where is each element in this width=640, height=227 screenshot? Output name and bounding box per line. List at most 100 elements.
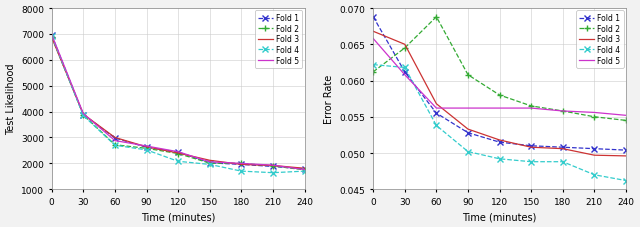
Fold 1 <box>174 151 182 154</box>
Fold 1 <box>369 16 377 19</box>
Fold 1 <box>464 132 472 134</box>
Line: Fold 4: Fold 4 <box>371 62 628 183</box>
Line: Fold 1: Fold 1 <box>49 33 307 172</box>
Fold 5 <box>591 111 598 114</box>
Fold 3 <box>527 146 535 149</box>
Fold 3 <box>237 163 245 166</box>
Fold 2 <box>269 165 276 168</box>
Fold 5 <box>433 107 440 110</box>
Fold 4 <box>269 172 276 174</box>
Fold 5 <box>111 140 119 142</box>
Fold 4 <box>111 144 119 147</box>
Fold 5 <box>401 74 408 77</box>
Fold 2 <box>369 71 377 74</box>
Fold 3 <box>496 139 504 142</box>
Line: Fold 5: Fold 5 <box>52 36 305 170</box>
Fold 2 <box>559 110 566 113</box>
Fold 1 <box>301 168 308 170</box>
Fold 2 <box>622 119 630 122</box>
X-axis label: Time (minutes): Time (minutes) <box>141 212 215 222</box>
Fold 4 <box>79 115 87 117</box>
Fold 1 <box>79 114 87 116</box>
Fold 1 <box>433 112 440 115</box>
Fold 1 <box>591 148 598 150</box>
Line: Fold 1: Fold 1 <box>371 15 628 153</box>
Line: Fold 5: Fold 5 <box>373 39 626 116</box>
Fold 4 <box>464 151 472 153</box>
Fold 3 <box>174 152 182 155</box>
Legend: Fold 1, Fold 2, Fold 3, Fold 4, Fold 5: Fold 1, Fold 2, Fold 3, Fold 4, Fold 5 <box>576 11 623 68</box>
Fold 4 <box>237 170 245 173</box>
Fold 4 <box>559 161 566 163</box>
Fold 2 <box>496 94 504 97</box>
Line: Fold 4: Fold 4 <box>49 34 307 176</box>
Y-axis label: Test Likelihood: Test Likelihood <box>6 64 15 135</box>
Fold 3 <box>206 159 214 162</box>
Fold 5 <box>79 113 87 116</box>
Fold 4 <box>301 170 308 173</box>
Fold 2 <box>433 16 440 19</box>
Y-axis label: Error Rate: Error Rate <box>324 75 334 124</box>
Line: Fold 2: Fold 2 <box>49 35 307 173</box>
Fold 2 <box>174 153 182 155</box>
Fold 3 <box>301 167 308 170</box>
Fold 5 <box>527 107 535 110</box>
Fold 1 <box>401 71 408 74</box>
Fold 3 <box>559 148 566 150</box>
Fold 2 <box>464 74 472 77</box>
Line: Fold 2: Fold 2 <box>371 15 628 124</box>
Fold 1 <box>527 145 535 148</box>
Fold 5 <box>143 145 150 148</box>
Fold 2 <box>527 105 535 108</box>
Fold 3 <box>269 164 276 167</box>
Fold 1 <box>559 146 566 149</box>
Fold 2 <box>206 162 214 165</box>
Fold 3 <box>591 154 598 157</box>
Fold 3 <box>433 103 440 106</box>
Fold 1 <box>237 163 245 166</box>
Fold 5 <box>206 161 214 163</box>
Fold 4 <box>401 67 408 69</box>
Fold 1 <box>622 149 630 152</box>
Fold 3 <box>79 113 87 116</box>
Fold 2 <box>143 147 150 150</box>
Fold 4 <box>206 163 214 166</box>
X-axis label: Time (minutes): Time (minutes) <box>462 212 537 222</box>
Legend: Fold 1, Fold 2, Fold 3, Fold 4, Fold 5: Fold 1, Fold 2, Fold 3, Fold 4, Fold 5 <box>255 11 302 68</box>
Fold 1 <box>143 146 150 149</box>
Fold 4 <box>433 125 440 127</box>
Fold 5 <box>496 107 504 110</box>
Fold 5 <box>559 110 566 113</box>
Fold 4 <box>143 149 150 152</box>
Fold 3 <box>48 37 56 40</box>
Fold 1 <box>111 137 119 140</box>
Fold 2 <box>301 169 308 171</box>
Fold 2 <box>591 116 598 119</box>
Fold 3 <box>369 31 377 33</box>
Line: Fold 3: Fold 3 <box>373 32 626 156</box>
Fold 4 <box>48 35 56 38</box>
Fold 1 <box>269 165 276 168</box>
Fold 5 <box>48 34 56 37</box>
Fold 3 <box>401 44 408 47</box>
Fold 5 <box>174 151 182 153</box>
Line: Fold 3: Fold 3 <box>52 38 305 168</box>
Fold 1 <box>496 141 504 144</box>
Fold 4 <box>369 64 377 67</box>
Fold 4 <box>591 174 598 176</box>
Fold 5 <box>301 168 308 171</box>
Fold 4 <box>622 179 630 182</box>
Fold 4 <box>496 158 504 160</box>
Fold 3 <box>622 155 630 158</box>
Fold 2 <box>401 47 408 50</box>
Fold 5 <box>269 164 276 167</box>
Fold 5 <box>622 114 630 117</box>
Fold 3 <box>143 146 150 148</box>
Fold 5 <box>237 162 245 165</box>
Fold 4 <box>174 160 182 163</box>
Fold 2 <box>237 162 245 165</box>
Fold 5 <box>369 38 377 41</box>
Fold 1 <box>48 35 56 37</box>
Fold 2 <box>48 37 56 39</box>
Fold 3 <box>464 128 472 131</box>
